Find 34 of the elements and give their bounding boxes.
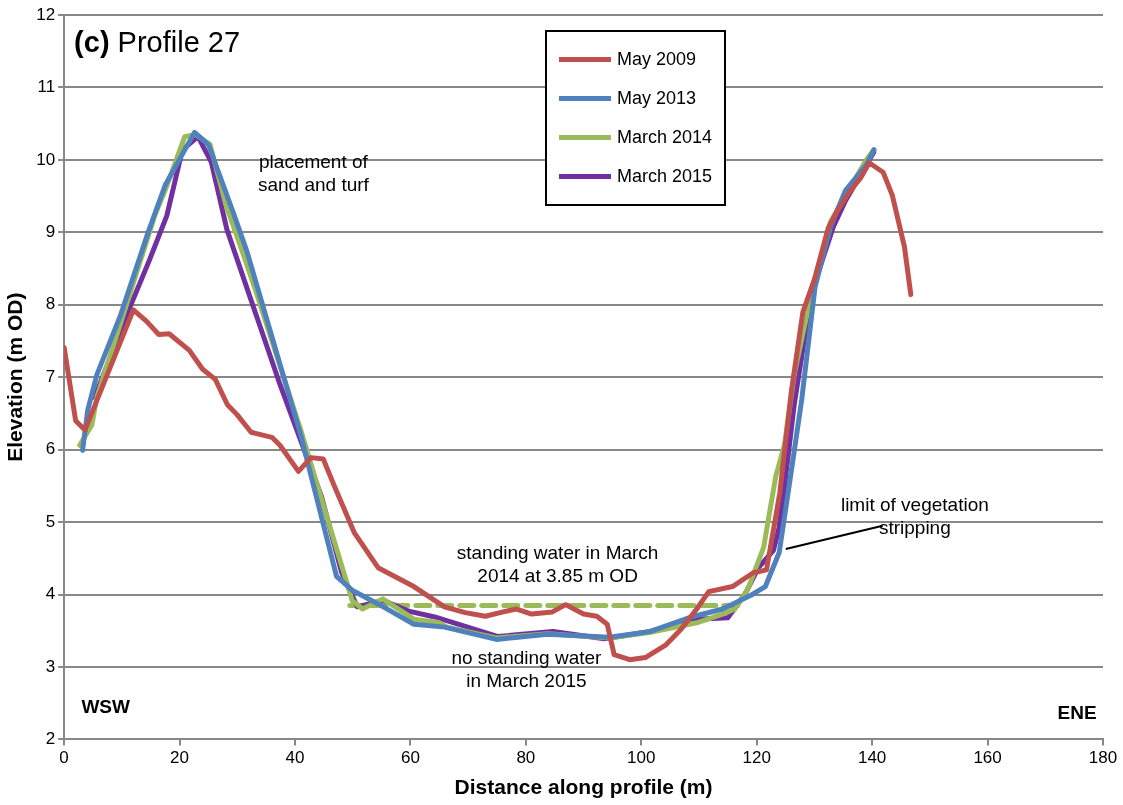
y-tick-label: 11 [37,77,56,97]
x-tick-label: 100 [627,748,656,768]
x-tick-label: 40 [285,748,305,768]
x-tick-label: 180 [1088,748,1118,768]
x-tick-label: 140 [857,748,887,768]
x-tick-label: 160 [973,748,1002,768]
y-tick-label: 4 [45,584,56,604]
x-tick-label: 0 [59,748,69,768]
annotation: ENE [1057,702,1097,724]
annotation: standing water in March 2014 at 3.85 m OD [456,542,659,587]
y-tick-label: 2 [45,729,56,749]
x-tick-label: 20 [170,748,189,768]
y-tick-label: 3 [45,656,56,676]
y-tick-label: 5 [45,511,56,531]
y-tick-label: 8 [45,294,56,314]
legend-label: March 2014 [617,127,713,148]
x-axis-title: Distance along profile (m) [454,775,713,799]
legend-label: March 2015 [617,166,713,187]
x-tick-label: 120 [742,748,771,768]
chart-title: (c) Profile 27 [74,25,241,58]
annotation: no standing water in March 2015 [451,647,603,692]
y-tick-label: 9 [45,222,56,242]
legend-label: May 2009 [617,49,697,70]
y-tick-label: 12 [36,4,56,24]
x-tick-label: 60 [400,748,420,768]
x-tick-label: 80 [516,748,536,768]
y-tick-label: 7 [45,366,56,386]
legend-label: May 2013 [617,88,697,109]
y-tick-label: 6 [45,439,56,459]
y-tick-label: 10 [36,149,56,169]
annotation: placement of sand and turf [257,151,370,196]
annotation: limit of vegetation stripping [840,494,989,539]
annotation: WSW [81,695,130,717]
y-axis-title: Elevation (m OD) [3,292,27,462]
